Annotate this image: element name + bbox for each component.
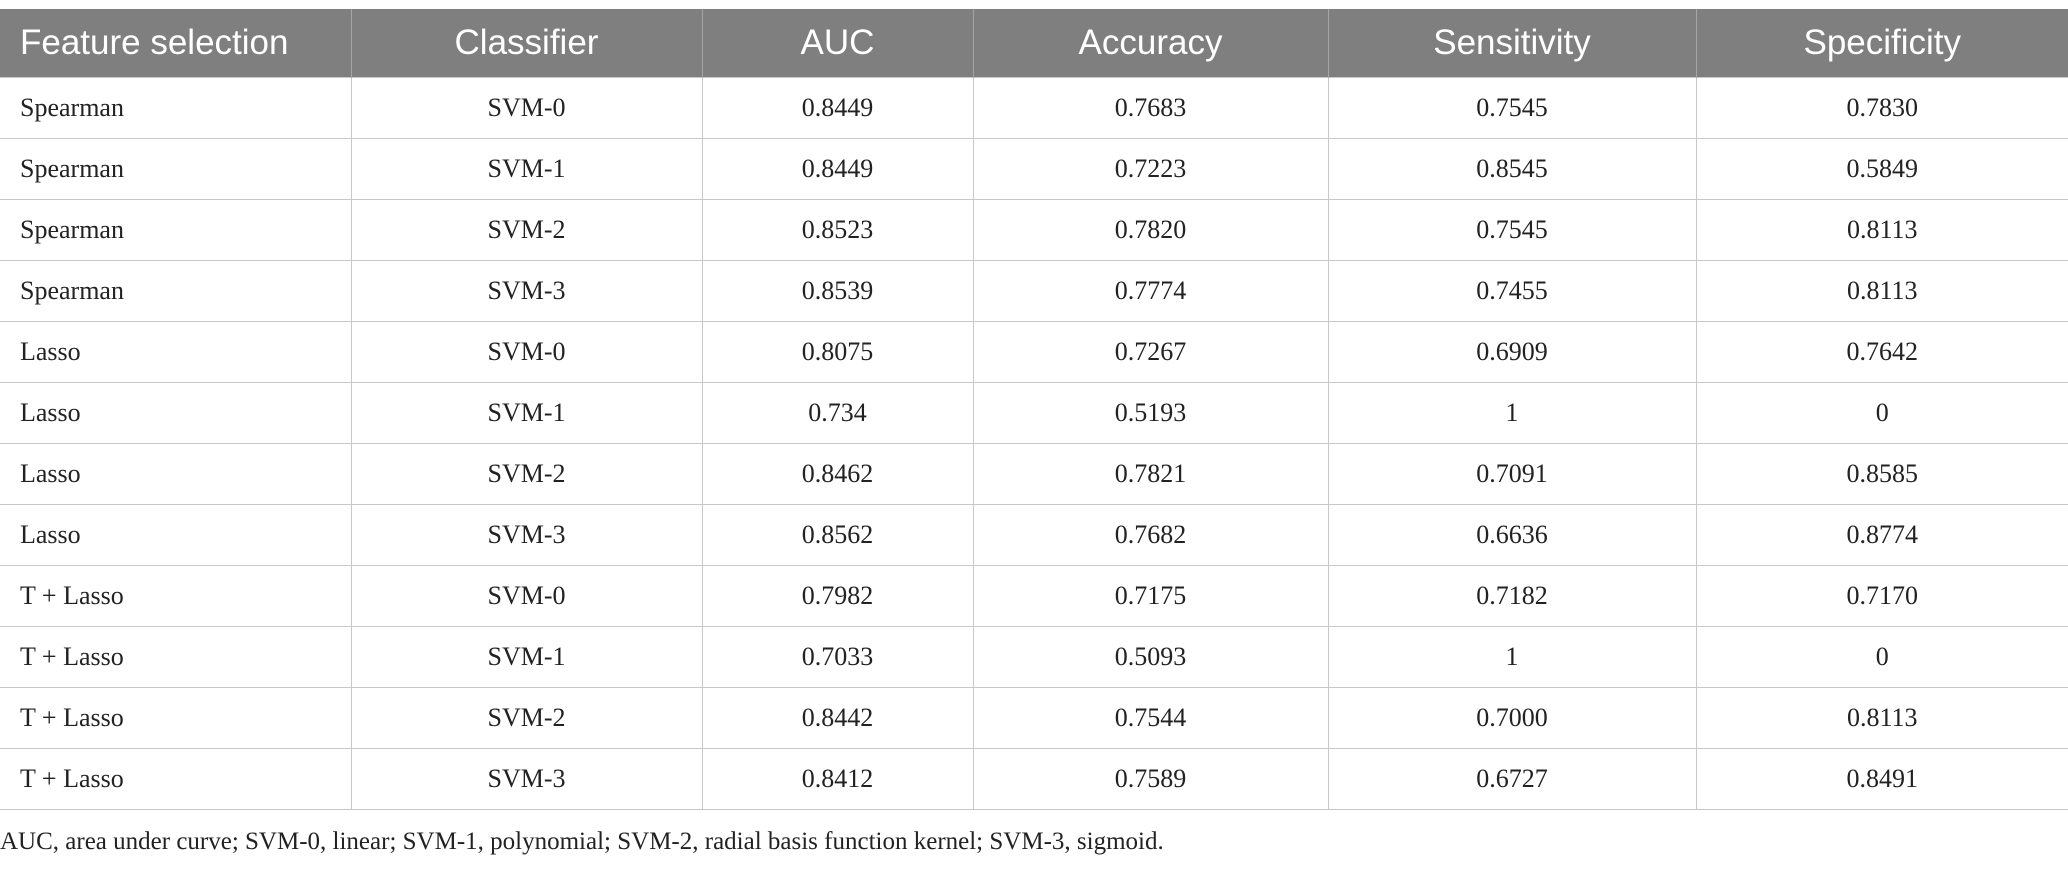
table-cell: 0.6636 <box>1327 504 1697 566</box>
table-cell: 0.8075 <box>701 321 974 383</box>
table-cell: Lasso <box>0 443 352 505</box>
table-cell: 0.7223 <box>972 138 1329 200</box>
table-cell: T + Lasso <box>0 626 352 688</box>
table-cell: Spearman <box>0 199 352 261</box>
table-cell: SVM-1 <box>350 382 703 444</box>
table-cell: Spearman <box>0 77 352 139</box>
table-cell: 0.7589 <box>972 748 1329 810</box>
table-row: Spearman SVM-2 0.8523 0.7820 0.7545 0.8113 <box>0 199 2068 261</box>
table-cell: 0.8442 <box>701 687 974 749</box>
header-cell: Specificity <box>1695 9 2068 78</box>
table-row: Spearman SVM-1 0.8449 0.7223 0.8545 0.5849 <box>0 138 2068 200</box>
table-cell: SVM-1 <box>350 626 703 688</box>
table-row: Lasso SVM-2 0.8462 0.7821 0.7091 0.8585 <box>0 443 2068 505</box>
table-cell: 0.7642 <box>1695 321 2068 383</box>
results-table: Feature selection Classifier AUC Accuracy Se… <box>0 9 2068 810</box>
table-cell: 0.734 <box>701 382 974 444</box>
table-cell: 0.5849 <box>1695 138 2068 200</box>
table-cell: Spearman <box>0 260 352 322</box>
header-cell: Feature selection <box>0 9 351 78</box>
table-cell: SVM-0 <box>350 77 703 139</box>
table-cell: 0.6909 <box>1327 321 1697 383</box>
table-cell: Lasso <box>0 504 352 566</box>
table-cell: 0.8449 <box>701 138 974 200</box>
table-cell: 0.8491 <box>1695 748 2068 810</box>
table-cell: 0.8449 <box>701 77 974 139</box>
table-cell: 0.8462 <box>701 443 974 505</box>
header-cell: Accuracy <box>972 9 1328 78</box>
table-cell: T + Lasso <box>0 565 352 627</box>
table-row: Lasso SVM-3 0.8562 0.7682 0.6636 0.8774 <box>0 504 2068 566</box>
table-cell: 1 <box>1327 382 1697 444</box>
table-cell: 0.8585 <box>1695 443 2068 505</box>
table-cell: 0.7830 <box>1695 77 2068 139</box>
table-cell: 0.7182 <box>1327 565 1697 627</box>
table-cell: SVM-1 <box>350 138 703 200</box>
table-body: Spearman SVM-0 0.8449 0.7683 0.7545 0.7830 Spe… <box>0 77 2068 810</box>
table-cell: 0.8774 <box>1695 504 2068 566</box>
table-cell: 0 <box>1695 626 2068 688</box>
table-cell: 0.7683 <box>972 77 1329 139</box>
table-cell: 0.8545 <box>1327 138 1697 200</box>
table-cell: 0.8113 <box>1695 199 2068 261</box>
header-cell: Sensitivity <box>1327 9 1696 78</box>
table-cell: 0.7545 <box>1327 199 1697 261</box>
table-row: Lasso SVM-1 0.734 0.5193 1 0 <box>0 382 2068 444</box>
table-cell: 0.7820 <box>972 199 1329 261</box>
table-cell: 0.7774 <box>972 260 1329 322</box>
table-cell: 0.8113 <box>1695 260 2068 322</box>
table-cell: 0.7000 <box>1327 687 1697 749</box>
table-cell: 0 <box>1695 382 2068 444</box>
table-cell: 0.7544 <box>972 687 1329 749</box>
header-cell: AUC <box>701 9 973 78</box>
table-cell: 0.7091 <box>1327 443 1697 505</box>
table-cell: 0.5193 <box>972 382 1329 444</box>
table-cell: Lasso <box>0 382 352 444</box>
table-cell: 0.7033 <box>701 626 974 688</box>
table-cell: T + Lasso <box>0 687 352 749</box>
table-cell: 0.7455 <box>1327 260 1697 322</box>
table-row: T + Lasso SVM-0 0.7982 0.7175 0.7182 0.7170 <box>0 565 2068 627</box>
table-cell: SVM-0 <box>350 321 703 383</box>
table-row: T + Lasso SVM-1 0.7033 0.5093 1 0 <box>0 626 2068 688</box>
table-cell: SVM-2 <box>350 687 703 749</box>
table-cell: 0.8113 <box>1695 687 2068 749</box>
table-cell: 0.6727 <box>1327 748 1697 810</box>
table-cell: 0.7170 <box>1695 565 2068 627</box>
table-row: Spearman SVM-3 0.8539 0.7774 0.7455 0.8113 <box>0 260 2068 322</box>
table-cell: Spearman <box>0 138 352 200</box>
table-cell: 0.5093 <box>972 626 1329 688</box>
table-cell: 0.7267 <box>972 321 1329 383</box>
table-row: Spearman SVM-0 0.8449 0.7683 0.7545 0.7830 <box>0 77 2068 139</box>
table-cell: SVM-2 <box>350 443 703 505</box>
table-cell: SVM-3 <box>350 504 703 566</box>
table-cell: 1 <box>1327 626 1697 688</box>
table-cell: 0.8523 <box>701 199 974 261</box>
table-cell: Lasso <box>0 321 352 383</box>
table-cell: 0.8562 <box>701 504 974 566</box>
table-cell: 0.7545 <box>1327 77 1697 139</box>
table-cell: 0.7682 <box>972 504 1329 566</box>
header-cell: Classifier <box>350 9 702 78</box>
table-cell: 0.8412 <box>701 748 974 810</box>
table-cell: T + Lasso <box>0 748 352 810</box>
table-cell: SVM-0 <box>350 565 703 627</box>
table-cell: 0.7982 <box>701 565 974 627</box>
header-row: Feature selection Classifier AUC Accuracy Se… <box>0 9 2068 78</box>
table-cell: 0.7821 <box>972 443 1329 505</box>
footnote: AUC, area under curve; SVM-0, linear; SV… <box>0 828 1164 855</box>
table-cell: 0.7175 <box>972 565 1329 627</box>
table-row: T + Lasso SVM-3 0.8412 0.7589 0.6727 0.8491 <box>0 748 2068 810</box>
table-row: T + Lasso SVM-2 0.8442 0.7544 0.7000 0.8113 <box>0 687 2068 749</box>
table-cell: SVM-3 <box>350 748 703 810</box>
table-cell: SVM-2 <box>350 199 703 261</box>
table-cell: SVM-3 <box>350 260 703 322</box>
table-cell: 0.8539 <box>701 260 974 322</box>
table-row: Lasso SVM-0 0.8075 0.7267 0.6909 0.7642 <box>0 321 2068 383</box>
